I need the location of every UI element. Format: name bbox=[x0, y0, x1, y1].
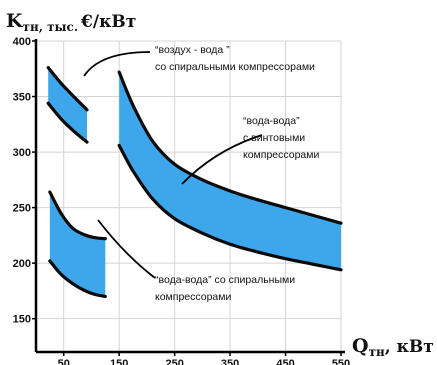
band-fill-0 bbox=[48, 67, 88, 143]
y-axis-title-unit: €/кВт bbox=[80, 12, 136, 32]
annotation-screw-line2: с винтовыми bbox=[243, 132, 305, 144]
band-2 bbox=[48, 190, 107, 299]
y-tick-label-150: 150 bbox=[13, 314, 31, 326]
annotation-air-water-line2: со спиральными компрессорами bbox=[155, 61, 315, 73]
y-tick-label-250: 250 bbox=[13, 203, 31, 215]
band-upper-line-2 bbox=[48, 190, 107, 241]
leader-scroll bbox=[97, 219, 156, 279]
leader-air-water bbox=[83, 51, 151, 77]
band-fill-1 bbox=[119, 72, 341, 270]
band-lower-line-2 bbox=[48, 259, 107, 299]
x-axis-title-main: Q bbox=[352, 335, 369, 357]
x-tick-label-150: 150 bbox=[110, 358, 128, 365]
x-tick-label-350: 350 bbox=[221, 358, 239, 365]
x-tick-label-250: 250 bbox=[165, 358, 183, 365]
x-axis-title: Qтн, кВт bbox=[352, 335, 434, 359]
x-axis-title-sub: тн bbox=[369, 345, 385, 359]
annotation-scroll-line2: компрессорами bbox=[155, 291, 231, 303]
annotation-screw-line3: компрессорами bbox=[243, 149, 319, 161]
x-tick-label-50: 50 bbox=[58, 358, 70, 365]
bands bbox=[46, 66, 343, 299]
annotation-leaders bbox=[83, 51, 263, 279]
axes bbox=[34, 39, 345, 354]
y-axis-title-sub: тн, тыс. bbox=[23, 20, 79, 34]
y-axis-title-main: K bbox=[6, 10, 24, 32]
x-tick-label-550: 550 bbox=[332, 358, 350, 365]
band-lower-line-0 bbox=[46, 101, 89, 144]
annotation-air-water-line1: “воздух - вода ” bbox=[155, 44, 230, 56]
band-0 bbox=[46, 66, 89, 144]
x-tick-label-450: 450 bbox=[276, 358, 294, 365]
y-tick-label-350: 350 bbox=[13, 92, 31, 104]
y-tick-label-200: 200 bbox=[13, 258, 31, 270]
annotation-scroll: “вода-вода” со спиральными компрессорами bbox=[155, 274, 298, 303]
y-axis-title: Kтн, тыс. €/кВт bbox=[6, 10, 136, 34]
x-axis-title-unit: , кВт bbox=[385, 337, 434, 357]
leader-screw bbox=[181, 134, 263, 185]
annotation-air-water: “воздух - вода ” со спиральными компресс… bbox=[155, 44, 315, 73]
y-tick-label-400: 400 bbox=[13, 36, 31, 48]
y-tick-label-300: 300 bbox=[13, 147, 31, 159]
ticks: 150 200 250 300 350 400 50 150 250 350 450 550 bbox=[13, 36, 351, 365]
band-lower-line-1 bbox=[117, 143, 343, 272]
annotation-scroll-line1: “вода-вода” со спиральными bbox=[155, 274, 295, 286]
band-upper-line-1 bbox=[117, 70, 343, 225]
annotation-screw-line1: “вода-вода” bbox=[243, 115, 300, 127]
annotation-screw: “вода-вода” с винтовыми компрессорами bbox=[243, 115, 319, 161]
band-1 bbox=[117, 70, 343, 272]
band-upper-line-0 bbox=[46, 66, 89, 112]
